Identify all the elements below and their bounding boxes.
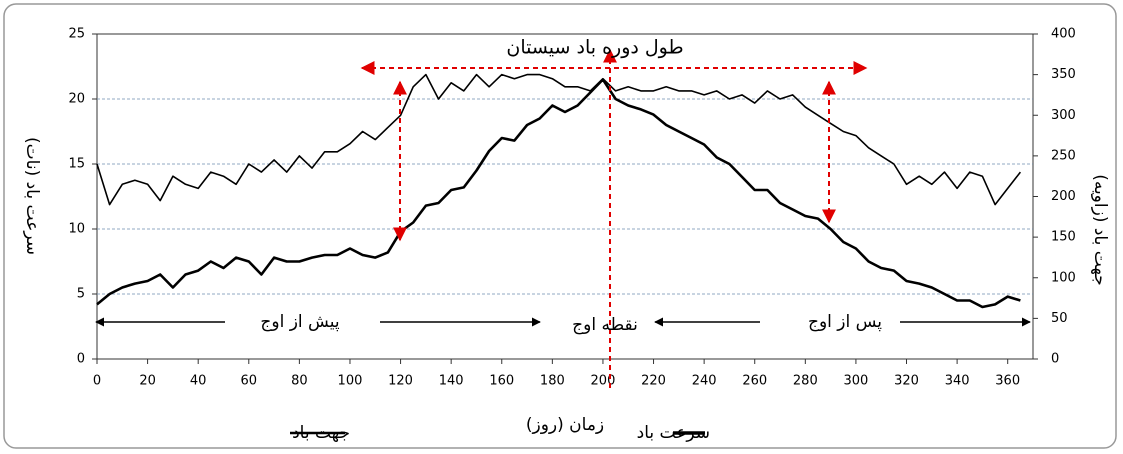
y-axis-label: سرعت باد (نات)	[22, 137, 42, 255]
x-tick-label: 360	[995, 374, 1020, 389]
series-line	[96, 73, 1022, 206]
x-tick-label: 180	[540, 374, 565, 389]
y-tick-label: 10	[68, 222, 85, 237]
x-tick-label: 260	[742, 374, 767, 389]
x-tick-label: 80	[291, 374, 308, 389]
x-tick-label: 240	[692, 374, 717, 389]
y-tick-label: 0	[77, 352, 85, 367]
frame	[3, 3, 1117, 449]
y-tick-label: 20	[68, 92, 85, 107]
annotation: پس از اوج	[808, 312, 882, 332]
x-tick-label: 120	[388, 374, 413, 389]
annotation: طول دوره باد سیستان	[506, 37, 683, 59]
y2-tick-label: 250	[1051, 148, 1076, 163]
y-tick-label: 15	[68, 157, 85, 172]
x-tick-label: 60	[241, 374, 258, 389]
x-tick-label: 220	[641, 374, 666, 389]
x-tick-label: 20	[139, 374, 156, 389]
y2-tick-label: 300	[1051, 108, 1076, 123]
y2-tick-label: 400	[1051, 27, 1076, 42]
x-tick-label: 100	[338, 374, 363, 389]
y2-tick-label: 150	[1051, 230, 1076, 245]
x-tick-label: 140	[439, 374, 464, 389]
x-tick-label: 40	[190, 374, 207, 389]
x-tick-label: 0	[93, 374, 101, 389]
legend-label: جهت باد	[292, 423, 350, 443]
x-tick-label: 200	[591, 374, 616, 389]
x-tick-label: 340	[945, 374, 970, 389]
y2-tick-label: 350	[1051, 67, 1076, 82]
y2-tick-label: 100	[1051, 270, 1076, 285]
annotation: پیش از اوج	[260, 312, 339, 332]
annotation: نقطه اوج	[572, 315, 638, 335]
y2-tick-label: 0	[1051, 352, 1059, 367]
y2-axis-label: جهت باد (زاویه)	[1090, 174, 1110, 286]
x-tick-label: 300	[844, 374, 869, 389]
x-tick-label: 280	[793, 374, 818, 389]
x-tick-label: 320	[894, 374, 919, 389]
y-tick-label: 5	[77, 287, 85, 302]
x-tick-label: 160	[489, 374, 514, 389]
x-axis-label: زمان (روز)	[526, 415, 604, 435]
series-line	[96, 78, 1021, 309]
y-tick-label: 25	[68, 27, 85, 42]
legend-label: سرعت باد	[637, 423, 710, 443]
y2-tick-label: 200	[1051, 189, 1076, 204]
y2-tick-label: 50	[1051, 311, 1068, 326]
